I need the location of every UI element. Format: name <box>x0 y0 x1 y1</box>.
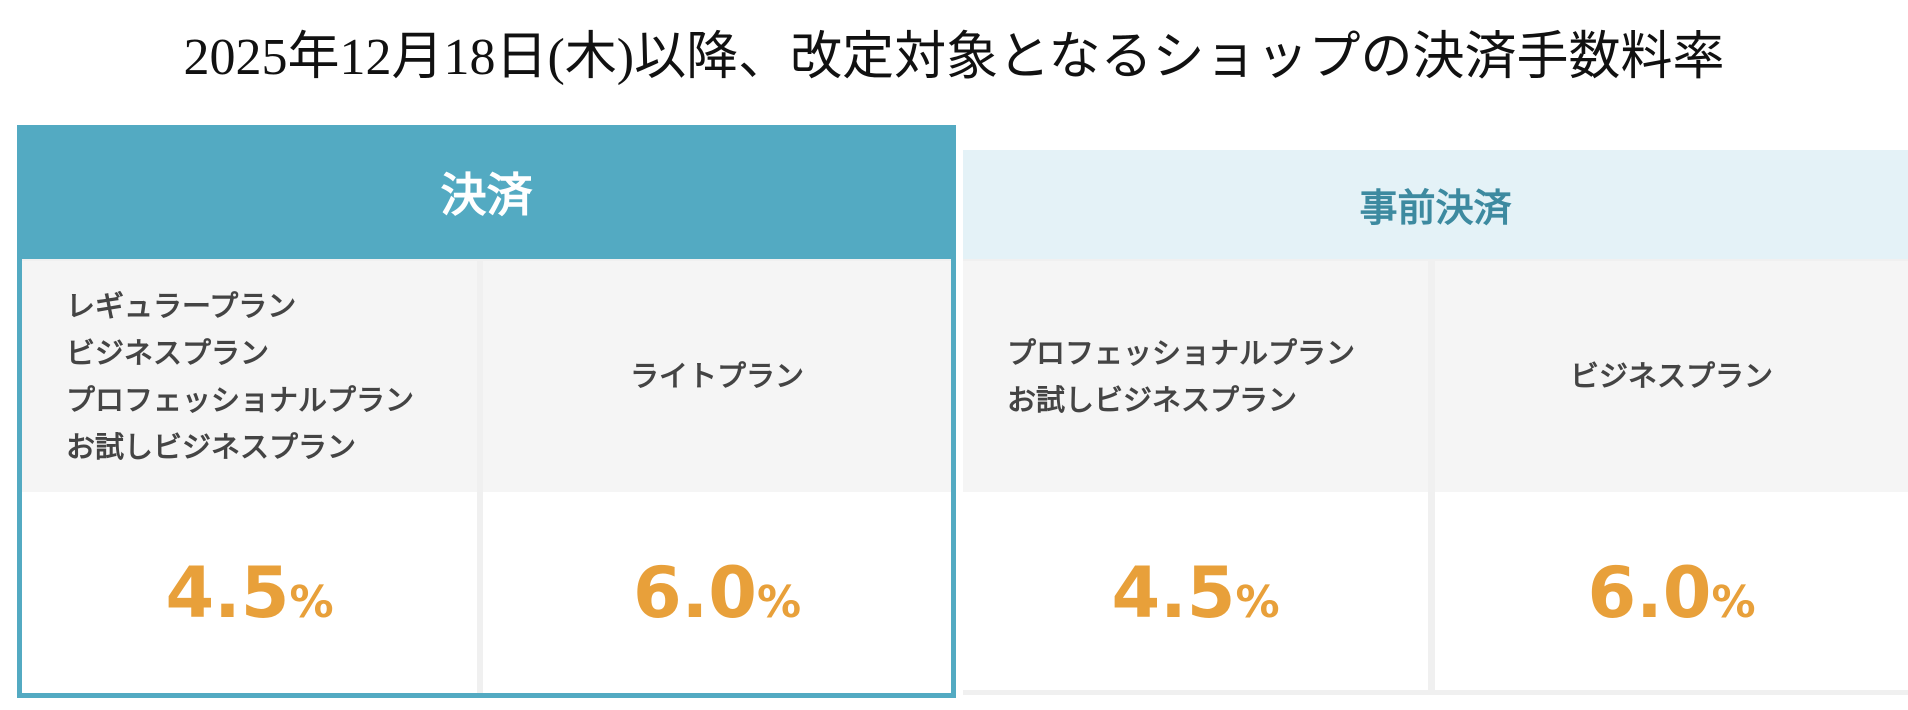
rate-unit: % <box>1235 577 1280 628</box>
plan-names: ライトプラン <box>483 261 951 492</box>
plan-name: ビジネスプラン <box>1569 359 1773 393</box>
plan-name: レギュラープラン <box>66 288 297 323</box>
plan-names: プロフェッショナルプラン お試しビジネスプラン <box>963 261 1428 492</box>
plan-names: レギュラープラン ビジネスプランプロフェッショナルプラン お試しビジネスプラン <box>22 261 477 492</box>
rate-unit: % <box>756 577 802 628</box>
plan-name: ライトプラン <box>629 359 804 393</box>
plan-name: お試しビジネスプラン <box>66 429 357 464</box>
rate-number: 4.5 <box>165 552 290 634</box>
rate-unit: % <box>1711 577 1756 628</box>
rate-number: 6.0 <box>1587 552 1712 634</box>
rate-number: 6.0 <box>632 552 757 634</box>
fee-rate: 4.5% <box>963 492 1428 690</box>
page-title: 2025年12月18日(木)以降、改定対象となるショップの決済手数料率 <box>183 29 1725 86</box>
plan-names: ビジネスプラン <box>1435 261 1908 492</box>
group-header: 決済 <box>17 125 956 259</box>
fee-rate: 6.0% <box>1435 492 1908 690</box>
rate-unit: % <box>289 577 334 628</box>
plan-name: プロフェッショナルプラン <box>1007 335 1356 370</box>
plan-name: お試しビジネスプラン <box>1007 382 1298 417</box>
fee-rate: 6.0% <box>483 492 951 693</box>
fee-rate: 4.5% <box>22 492 477 693</box>
plan-name: ビジネスプラン <box>66 335 270 370</box>
group-header: 事前決済 <box>963 150 1908 259</box>
rate-number: 4.5 <box>1111 552 1236 634</box>
plan-name: プロフェッショナルプラン <box>66 382 415 417</box>
